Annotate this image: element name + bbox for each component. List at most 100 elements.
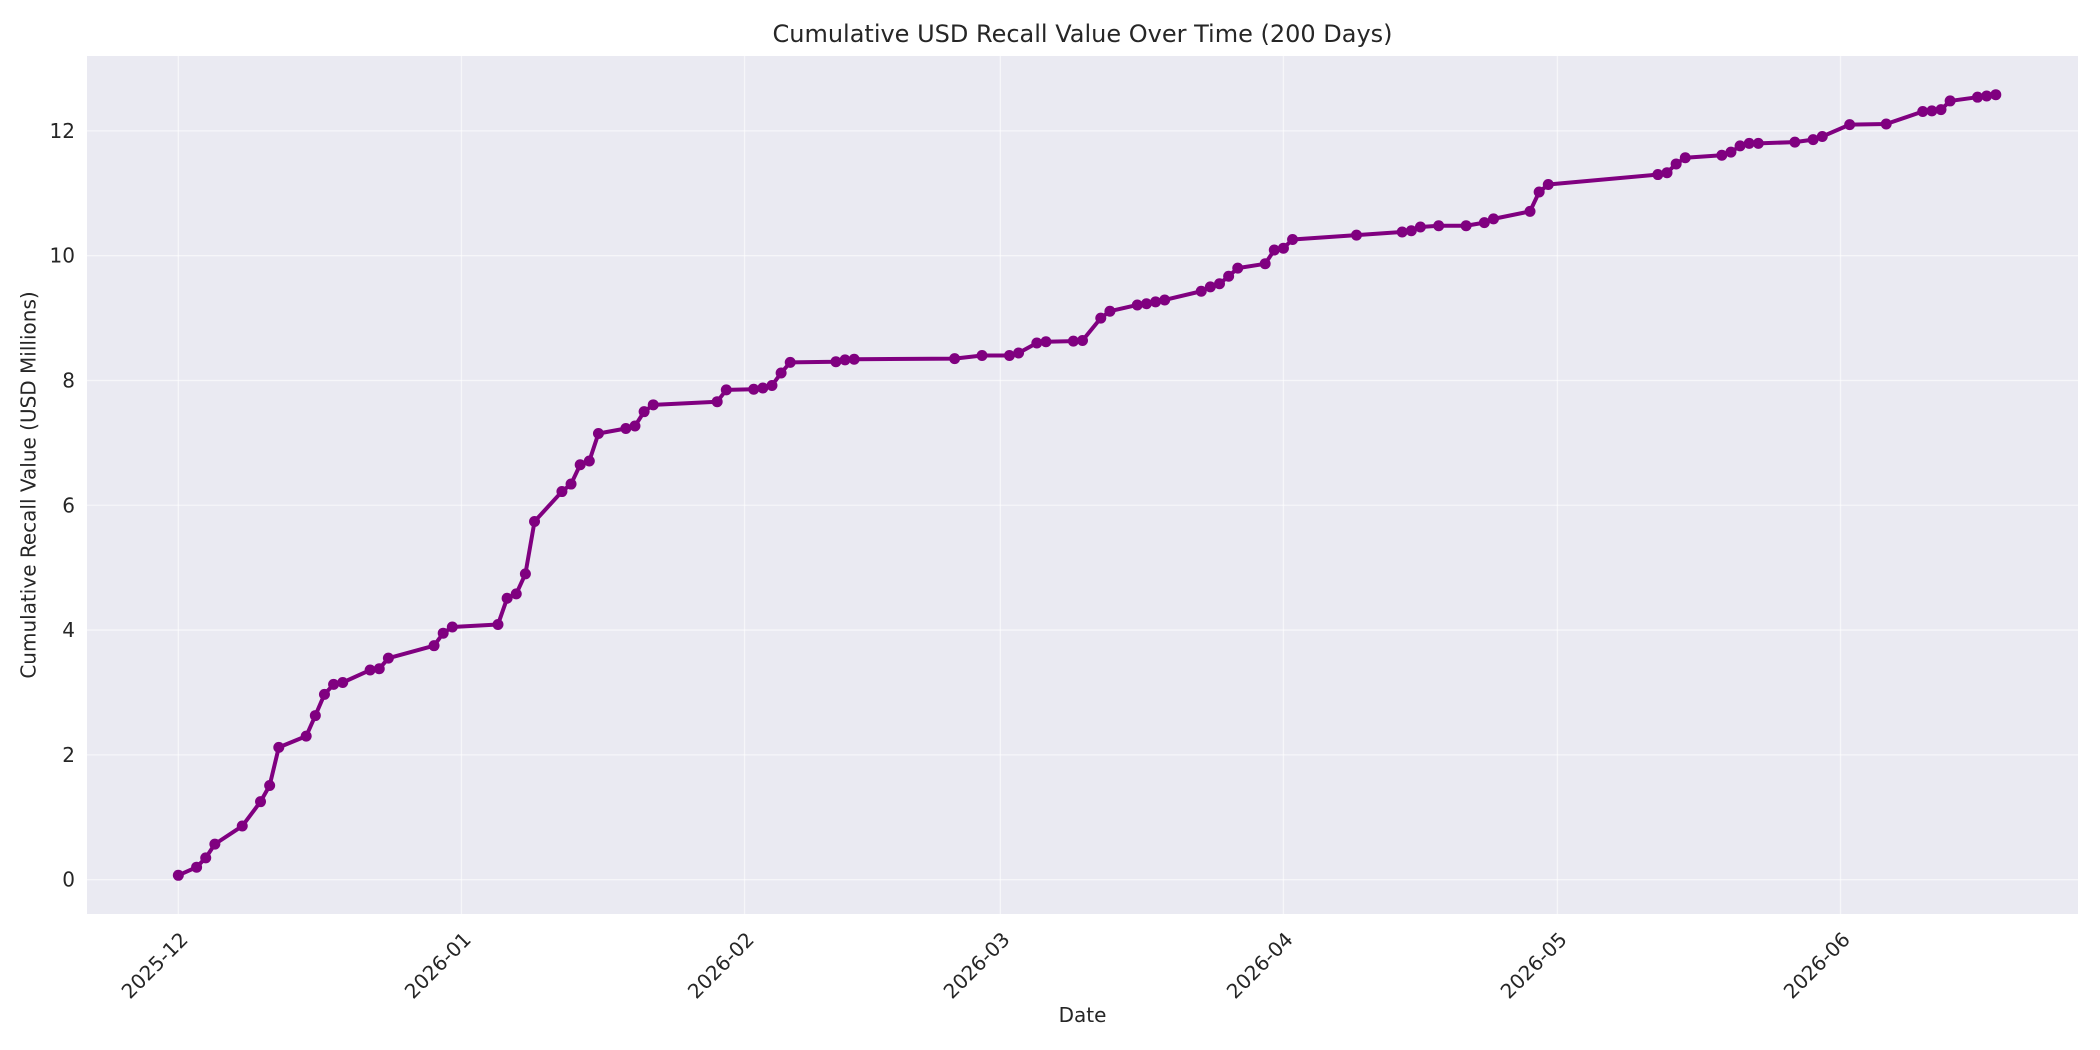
y-tick-label: 0 <box>62 868 75 892</box>
data-point <box>1077 335 1088 347</box>
data-point <box>620 423 632 435</box>
x-tick-label: 2026-06 <box>1779 927 1855 1003</box>
x-tick-label: 2026-02 <box>683 927 759 1003</box>
data-point <box>638 406 650 418</box>
data-point <box>1743 137 1755 149</box>
data-point <box>1917 106 1929 118</box>
data-point <box>775 367 787 379</box>
data-point <box>976 350 988 362</box>
data-point <box>209 838 221 850</box>
plot-area-background <box>87 56 2078 914</box>
data-point <box>1981 90 1993 102</box>
data-point <box>1223 270 1235 282</box>
data-point <box>300 730 312 742</box>
data-point <box>1679 152 1691 164</box>
data-point <box>1880 118 1892 130</box>
data-point <box>309 710 321 722</box>
data-point <box>1478 217 1490 229</box>
data-point <box>784 356 796 368</box>
data-point <box>1944 95 1956 107</box>
data-point <box>1396 226 1408 238</box>
data-point <box>1533 186 1545 198</box>
data-point <box>629 420 641 432</box>
data-point <box>1131 299 1143 311</box>
data-point <box>839 354 851 366</box>
data-point <box>1716 149 1728 161</box>
data-point <box>647 399 659 411</box>
data-point <box>191 861 203 873</box>
data-point <box>556 486 568 498</box>
data-point <box>236 820 248 832</box>
data-point <box>510 588 522 600</box>
y-tick-label: 6 <box>62 493 75 517</box>
y-axis-label: Cumulative Recall Value (USD Millions) <box>17 291 41 678</box>
x-tick-label: 2026-01 <box>400 927 476 1003</box>
data-point <box>1661 167 1673 179</box>
data-point <box>1003 350 1015 362</box>
data-point <box>1414 221 1426 233</box>
data-point <box>318 688 330 700</box>
data-point <box>519 568 531 580</box>
data-point <box>273 741 285 753</box>
x-tick-label: 2026-05 <box>1496 927 1572 1003</box>
data-point <box>382 652 394 664</box>
data-point <box>1287 233 1299 245</box>
data-point <box>711 396 723 408</box>
data-point <box>1734 140 1746 152</box>
data-point <box>1150 296 1162 308</box>
data-point <box>720 384 732 396</box>
data-point <box>766 379 778 391</box>
data-point <box>574 459 586 471</box>
data-point <box>373 663 385 675</box>
data-point <box>1405 225 1417 237</box>
data-point <box>446 621 458 633</box>
data-point <box>592 428 604 440</box>
data-point <box>1277 242 1289 254</box>
data-point <box>830 356 842 368</box>
data-point <box>1460 220 1472 232</box>
data-point <box>255 796 267 808</box>
data-point <box>529 516 541 527</box>
y-tick-label: 10 <box>50 244 75 268</box>
data-point <box>1524 205 1536 217</box>
data-point <box>748 383 760 395</box>
x-axis-label: Date <box>1059 1003 1107 1027</box>
x-tick-label: 2025-12 <box>117 927 193 1003</box>
y-tick-label: 4 <box>62 618 75 642</box>
data-point <box>1232 262 1244 274</box>
data-point <box>1433 220 1445 232</box>
data-point <box>1752 137 1764 149</box>
data-point <box>1095 312 1107 324</box>
data-point <box>1807 134 1819 146</box>
data-point <box>428 640 440 652</box>
data-point <box>437 627 449 639</box>
data-point <box>264 779 276 791</box>
data-point <box>1670 158 1682 170</box>
data-point <box>1159 294 1171 306</box>
data-point <box>328 678 340 690</box>
data-point <box>1487 213 1499 225</box>
y-tick-label: 2 <box>62 743 75 767</box>
x-tick-label: 2026-03 <box>939 927 1015 1003</box>
data-point <box>565 478 577 490</box>
data-point <box>1725 146 1737 158</box>
series-layer <box>172 89 2002 881</box>
data-point <box>1652 169 1664 181</box>
data-point <box>1040 336 1052 348</box>
data-point <box>949 353 961 365</box>
grid-layer <box>87 56 2078 914</box>
data-point <box>1140 298 1152 310</box>
data-point <box>501 592 513 604</box>
data-point <box>1789 136 1801 148</box>
x-tick-label: 2026-04 <box>1222 927 1298 1003</box>
y-tick-label: 12 <box>50 119 75 143</box>
data-point <box>1268 244 1280 256</box>
chart-title: Cumulative USD Recall Value Over Time (2… <box>772 20 1392 48</box>
data-point <box>1542 179 1554 191</box>
data-point <box>1935 104 1947 116</box>
data-point <box>364 664 376 676</box>
data-point <box>1259 258 1271 270</box>
data-point <box>1816 131 1828 142</box>
